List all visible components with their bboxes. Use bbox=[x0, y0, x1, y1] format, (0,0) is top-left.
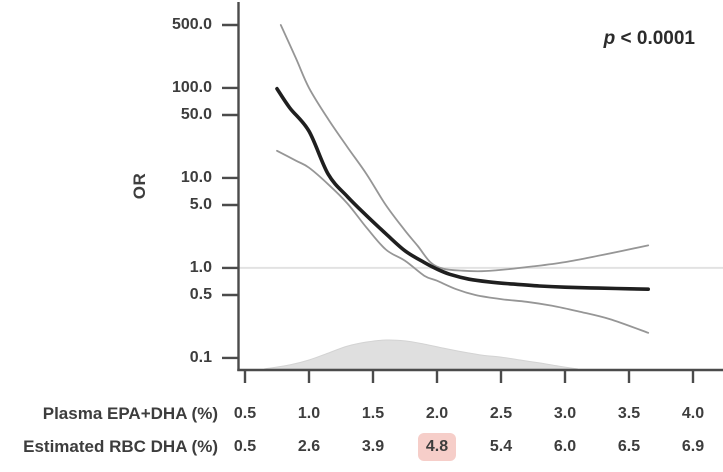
x-tick-value: 6.0 bbox=[553, 438, 577, 455]
x-tick-value: 1.0 bbox=[297, 405, 321, 422]
x-tick-value: 3.0 bbox=[553, 405, 577, 422]
x-axis-row-estimated-rbc-dha: Estimated RBC DHA (%) 0.5 2.6 3.9 4.8 5.4 6.0… bbox=[0, 432, 723, 462]
y-tick-label: 5.0 bbox=[189, 196, 212, 213]
x-tick-value: 5.4 bbox=[489, 438, 513, 455]
x-axis-row-label-rbc: Estimated RBC DHA (%) bbox=[23, 437, 218, 456]
p-symbol: p bbox=[603, 28, 616, 49]
y-tick-label: 50.0 bbox=[180, 106, 212, 123]
x-axis-values-plasma: 0.5 1.0 1.5 2.0 2.5 3.0 3.5 4.0 bbox=[0, 399, 723, 429]
y-tick-label: 10.0 bbox=[180, 168, 212, 186]
or-estimate-curve bbox=[275, 86, 650, 291]
x-tick-value: 3.5 bbox=[617, 405, 641, 422]
y-tick-label: 500.0 bbox=[171, 16, 212, 33]
p-value-annotation: p < 0.0001 bbox=[604, 28, 695, 50]
y-axis-tick-labels: 500.0 100.0 50.0 10.0 5.0 1.0 0.5 0.1 bbox=[0, 0, 212, 380]
highlighted-rbc-dha-value: 4.8 bbox=[417, 433, 457, 461]
x-tick-value: 0.5 bbox=[233, 405, 257, 422]
x-tick-value: 2.0 bbox=[425, 405, 449, 422]
lower-ci-curve bbox=[276, 149, 650, 334]
x-tick-value: 4.0 bbox=[681, 405, 705, 422]
x-tick-value: 2.5 bbox=[489, 405, 513, 422]
x-tick-value: 3.9 bbox=[361, 438, 385, 455]
y-tick-label: 0.5 bbox=[189, 286, 212, 303]
x-axis-row-label-plasma: Plasma EPA+DHA (%) bbox=[42, 404, 218, 423]
x-tick-value: 2.6 bbox=[297, 438, 321, 455]
x-axis-row-plasma-epa-dha: Plasma EPA+DHA (%) 0.5 1.0 1.5 2.0 2.5 3.0 3.5… bbox=[0, 399, 723, 429]
x-tick-value: 0.5 bbox=[233, 438, 257, 455]
upper-ci-curve bbox=[279, 24, 650, 273]
density-area bbox=[264, 339, 578, 370]
y-tick-label: 0.1 bbox=[189, 348, 212, 366]
y-tick-label: 100.0 bbox=[171, 78, 212, 96]
x-tick-value: 1.5 bbox=[361, 405, 385, 422]
x-tick-value: 6.5 bbox=[617, 438, 641, 455]
y-tick-label: 1.0 bbox=[189, 258, 212, 276]
p-value-text: < 0.0001 bbox=[615, 28, 695, 49]
x-tick-value: 6.9 bbox=[681, 438, 705, 455]
x-axis-values-rbc: 0.5 2.6 3.9 4.8 5.4 6.0 6.5 6.9 bbox=[0, 432, 723, 462]
x-tick-value: 4.8 bbox=[405, 432, 469, 462]
